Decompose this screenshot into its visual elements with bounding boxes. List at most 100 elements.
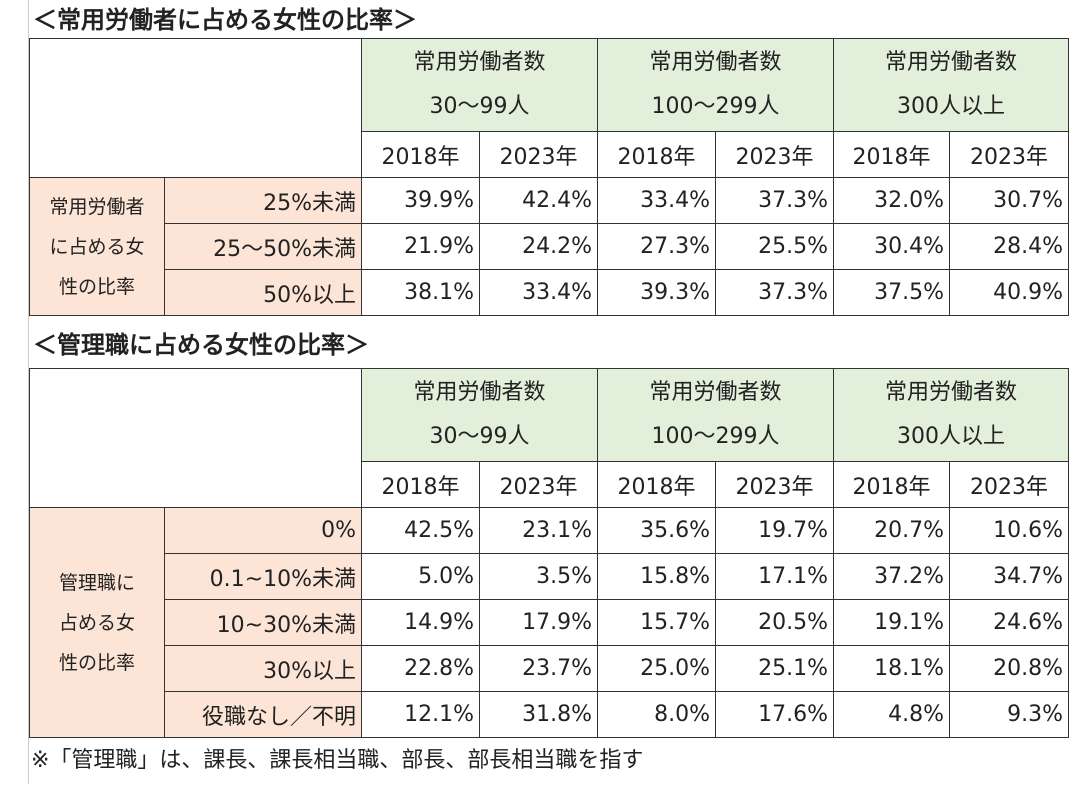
cell: 33.4%	[478, 269, 599, 316]
group-header-line: 100〜299人	[651, 94, 780, 119]
group-header-line: 常用労働者数	[885, 380, 1018, 405]
corner-cell	[29, 38, 362, 178]
year-header: 2023年	[478, 131, 599, 178]
row-label: 10~30%未満	[164, 599, 362, 646]
row-label: 0.1~10%未満	[164, 553, 362, 600]
cell: 18.1%	[833, 645, 951, 692]
cell: 10.6%	[949, 507, 1070, 554]
footnote: ※「管理職」は、課長、課長相当職、部長、部長相当職を指す	[31, 748, 644, 773]
year-header: 2023年	[949, 131, 1070, 178]
year-header: 2023年	[715, 461, 835, 508]
cell: 28.4%	[949, 223, 1070, 270]
data-row: 0.1~10%未満 5.0% 3.5% 15.8% 17.1% 37.2% 34.7%	[30, 553, 1070, 600]
group-header-line: 常用労働者数	[885, 50, 1018, 75]
group-header-line: 常用労働者数	[413, 380, 546, 405]
cell: 38.1%	[361, 269, 480, 316]
group-header-line: 常用労働者数	[649, 380, 782, 405]
row-label: 0%	[164, 507, 362, 554]
cell: 14.9%	[361, 599, 480, 646]
section-title: ＜管理職に占める女性の比率＞	[33, 331, 369, 359]
group-header-line: 常用労働者数	[649, 50, 782, 75]
cell: 39.9%	[361, 177, 480, 224]
group-header: 常用労働者数 100〜299人	[597, 38, 835, 132]
cell: 17.1%	[715, 553, 835, 600]
cell: 5.0%	[361, 553, 480, 600]
cell: 17.6%	[715, 691, 835, 738]
year-row: 2018年 2023年 2018年 2023年 2018年 2023年	[30, 461, 1070, 508]
group-header: 常用労働者数 30〜99人	[360, 368, 599, 462]
data-row: 役職なし／不明 12.1% 31.8% 8.0% 17.6% 4.8% 9.3%	[30, 691, 1070, 738]
row-label: 25〜50%未満	[164, 223, 362, 270]
year-header: 2018年	[361, 131, 480, 178]
cell: 19.7%	[715, 507, 835, 554]
cell: 37.2%	[833, 553, 951, 600]
section-title: ＜常用労働者に占める女性の比率＞	[33, 6, 417, 34]
cell: 23.1%	[478, 507, 599, 554]
group-header-line: 300人以上	[897, 94, 1006, 119]
cell: 35.6%	[597, 507, 717, 554]
header-row: 常用労働者数 30〜99人 常用労働者数 100〜299人 常用労働者数 300人以上	[29, 38, 1070, 178]
cell: 31.8%	[478, 691, 599, 738]
data-row: 管理職に 占める女 性の比率 0% 42.5% 23.1% 35.6% 19.7% 20.7% 1…	[29, 507, 1070, 738]
cell: 17.9%	[478, 599, 599, 646]
row-label: 役職なし／不明	[164, 691, 362, 738]
cell: 24.6%	[949, 599, 1070, 646]
data-row: 30%以上 22.8% 23.7% 25.0% 25.1% 18.1% 20.8%	[30, 645, 1070, 692]
cell: 39.3%	[597, 269, 717, 316]
cell: 25.1%	[715, 645, 835, 692]
cell: 3.5%	[478, 553, 599, 600]
group-header-line: 30〜99人	[429, 94, 530, 119]
cell: 40.9%	[949, 269, 1070, 316]
group-header: 常用労働者数 300人以上	[833, 38, 1070, 132]
data-table: 常用労働者数 30〜99人 常用労働者数 100〜299人 常用労働者数 300人以上 20…	[29, 368, 1070, 738]
document: ＜常用労働者に占める女性の比率＞ 常用労働者数 30〜99人 常用労働者数 100〜29…	[28, 0, 1070, 784]
cell: 34.7%	[949, 553, 1070, 600]
row-group-header-line: 管理職に	[58, 571, 135, 594]
cell: 27.3%	[597, 223, 717, 270]
cell: 9.3%	[949, 691, 1070, 738]
row-label: 25%未満	[164, 177, 362, 224]
year-header: 2023年	[478, 461, 599, 508]
cell: 30.7%	[949, 177, 1070, 224]
year-header: 2018年	[597, 461, 717, 508]
cell: 15.8%	[597, 553, 717, 600]
data-row: 10~30%未満 14.9% 17.9% 15.7% 20.5% 19.1% 24.6%	[30, 599, 1070, 646]
group-header: 常用労働者数 30〜99人	[360, 38, 599, 132]
corner-cell	[29, 368, 362, 508]
row-group-header: 管理職に 占める女 性の比率	[29, 507, 165, 738]
cell: 42.5%	[361, 507, 480, 554]
year-header: 2018年	[361, 461, 480, 508]
row-group-header-line: 性の比率	[58, 651, 135, 674]
year-header: 2018年	[597, 131, 717, 178]
cell: 8.0%	[597, 691, 717, 738]
data-table: 常用労働者数 30〜99人 常用労働者数 100〜299人 常用労働者数 300人以上 20…	[29, 38, 1070, 316]
cell: 37.3%	[715, 269, 835, 316]
cell: 15.7%	[597, 599, 717, 646]
cell: 42.4%	[478, 177, 599, 224]
row-group-header-line: 常用労働者	[49, 195, 145, 218]
cell: 12.1%	[361, 691, 480, 738]
cell: 37.5%	[833, 269, 951, 316]
year-header: 2023年	[715, 131, 835, 178]
cell: 21.9%	[361, 223, 480, 270]
cell: 25.5%	[715, 223, 835, 270]
header-row: 常用労働者数 30〜99人 常用労働者数 100〜299人 常用労働者数 300人以上	[29, 368, 1070, 508]
cell: 37.3%	[715, 177, 835, 224]
group-header: 常用労働者数 100〜299人	[597, 368, 835, 462]
cell: 32.0%	[833, 177, 951, 224]
group-header-line: 30〜99人	[429, 424, 530, 449]
cell: 20.5%	[715, 599, 835, 646]
cell: 23.7%	[478, 645, 599, 692]
year-header: 2018年	[833, 131, 951, 178]
group-header: 常用労働者数 300人以上	[833, 368, 1070, 462]
data-row: 50%以上 38.1% 33.4% 39.3% 37.3% 37.5% 40.9%	[30, 269, 1070, 316]
row-group-header: 常用労働者 に占める女 性の比率	[29, 177, 165, 316]
cell: 19.1%	[833, 599, 951, 646]
row-label: 30%以上	[164, 645, 362, 692]
row-label: 50%以上	[164, 269, 362, 316]
year-header: 2023年	[949, 461, 1070, 508]
cell: 22.8%	[361, 645, 480, 692]
group-header-line: 常用労働者数	[413, 50, 546, 75]
cell: 4.8%	[833, 691, 951, 738]
